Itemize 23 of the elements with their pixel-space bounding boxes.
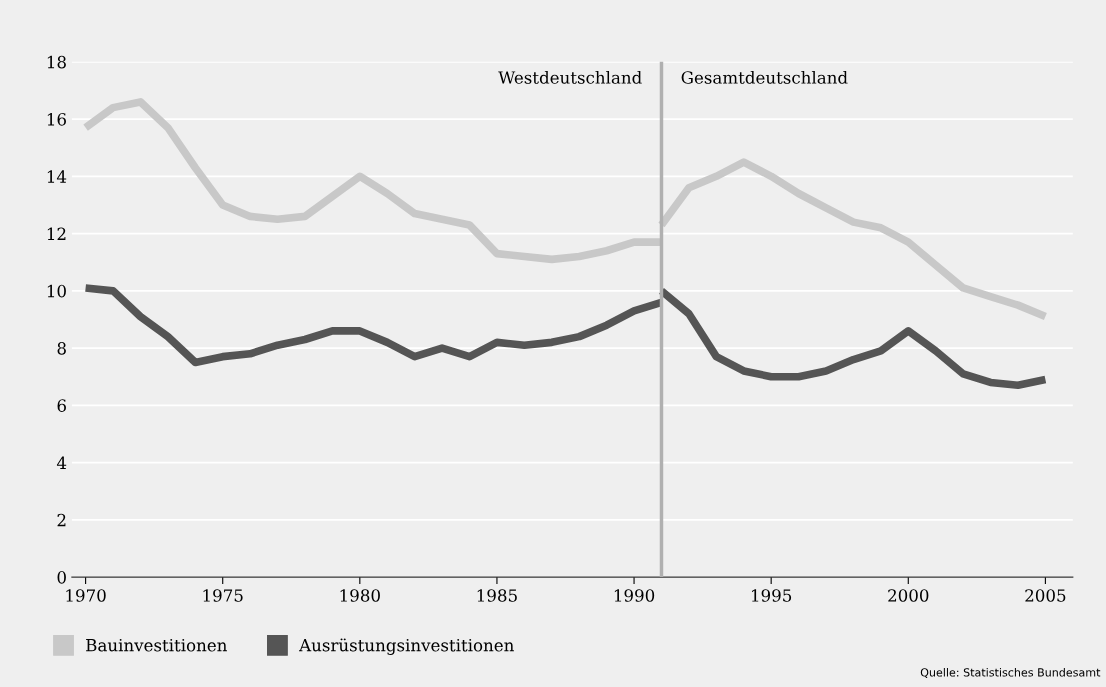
y-tick-label: 6 bbox=[57, 399, 66, 412]
legend-label: Bauinvestitionen bbox=[86, 638, 227, 652]
y-tick-label: 0 bbox=[57, 571, 66, 584]
x-tick-label: 1995 bbox=[752, 589, 792, 602]
source-note: Quelle: Statistisches Bundesamt bbox=[920, 668, 1101, 678]
x-tick-label: 1980 bbox=[340, 589, 380, 602]
y-tick-label: 16 bbox=[47, 113, 66, 126]
legend-label: Ausrüstungsinvestitionen bbox=[299, 638, 514, 655]
y-tick-label: 14 bbox=[47, 170, 67, 183]
y-tick-label: 8 bbox=[57, 342, 66, 355]
x-tick-label: 1985 bbox=[477, 589, 517, 602]
y-tick-label: 18 bbox=[47, 55, 66, 69]
x-tick-label: 2000 bbox=[888, 589, 929, 602]
annotation: Gesamtdeutschland bbox=[681, 70, 848, 84]
y-tick-label: 10 bbox=[47, 284, 66, 298]
annotation: Westdeutschland bbox=[498, 70, 642, 84]
x-tick-label: 1975 bbox=[203, 589, 243, 602]
x-tick-label: 2005 bbox=[1025, 589, 1066, 602]
y-tick-label: 4 bbox=[56, 456, 67, 469]
y-tick-label: 12 bbox=[47, 227, 66, 240]
y-tick-label: 2 bbox=[57, 513, 66, 527]
x-tick-label: 1990 bbox=[614, 589, 655, 602]
x-tick-label: 1970 bbox=[66, 589, 106, 602]
